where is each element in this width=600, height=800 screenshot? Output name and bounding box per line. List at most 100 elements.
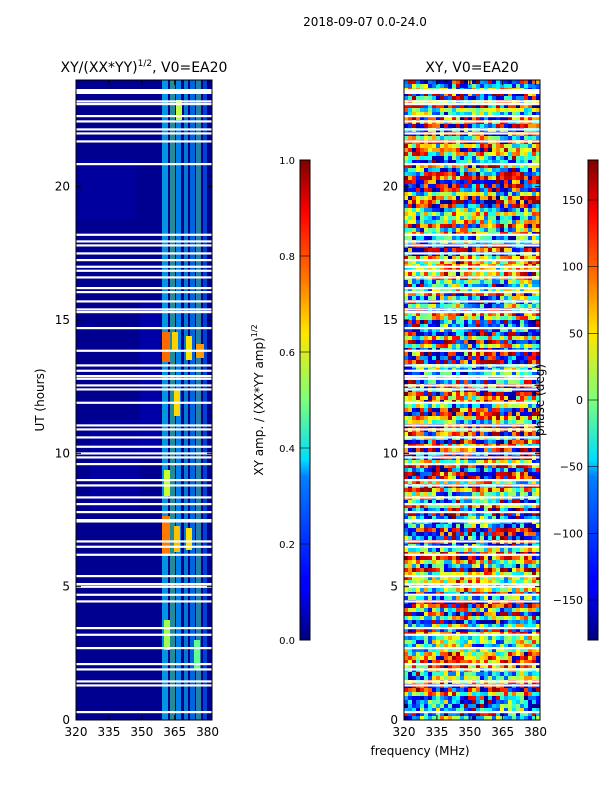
phase-cell (500, 624, 505, 629)
phase-cell (504, 472, 509, 477)
phase-cell (536, 572, 541, 577)
phase-cell (500, 556, 505, 561)
phase-cell (444, 472, 449, 477)
phase-cell (476, 192, 481, 197)
phase-cell (476, 568, 481, 573)
phase-cell (516, 472, 521, 477)
phase-cell (496, 108, 501, 113)
phase-cell (528, 192, 533, 197)
phase-cell (480, 372, 485, 377)
phase-cell (440, 488, 445, 493)
phase-cell (472, 204, 477, 209)
phase-cell (528, 468, 533, 473)
phase-cell (408, 192, 413, 197)
phase-cell (408, 96, 413, 101)
phase-cell (480, 488, 485, 493)
phase-cell (440, 468, 445, 473)
phase-cell (464, 228, 469, 233)
flag-gap (76, 424, 212, 427)
phase-cell (468, 212, 473, 217)
phase-cell (484, 396, 489, 401)
phase-cell (536, 624, 541, 629)
phase-cell (524, 340, 529, 345)
phase-cell (440, 604, 445, 609)
phase-cell (456, 188, 461, 193)
phase-cell (420, 104, 425, 109)
phase-cell (536, 392, 541, 397)
phase-cell (480, 324, 485, 329)
phase-cell (456, 640, 461, 645)
phase-cell (464, 356, 469, 361)
phase-cell (500, 532, 505, 537)
phase-cell (428, 536, 433, 541)
phase-cell (444, 568, 449, 573)
phase-cell (432, 108, 437, 113)
phase-cell (524, 516, 529, 521)
phase-cell (508, 576, 513, 581)
phase-cell (460, 108, 465, 113)
phase-cell (420, 420, 425, 425)
phase-cell (424, 332, 429, 337)
phase-cell (480, 104, 485, 109)
phase-cell (420, 316, 425, 321)
phase-cell (452, 560, 457, 565)
phase-cell (456, 92, 461, 97)
phase-cell (424, 164, 429, 169)
phase-cell (492, 524, 497, 529)
phase-cell (524, 492, 529, 497)
phase-cell (512, 144, 517, 149)
phase-cell (448, 560, 453, 565)
phase-cell (504, 136, 509, 141)
phase-cell (408, 460, 413, 465)
phase-cell (424, 464, 429, 469)
phase-cell (416, 648, 421, 653)
phase-cell (412, 216, 417, 221)
phase-cell (504, 640, 509, 645)
phase-cell (432, 460, 437, 465)
phase-cell (412, 272, 417, 277)
phase-cell (420, 372, 425, 377)
phase-cell (480, 564, 485, 569)
phase-cell (420, 492, 425, 497)
phase-cell (436, 352, 441, 357)
phase-cell (508, 212, 513, 217)
phase-cell (516, 200, 521, 205)
phase-cell (512, 332, 517, 337)
phase-cell (432, 124, 437, 129)
phase-cell (484, 380, 489, 385)
phase-cell (512, 312, 517, 317)
phase-cell (528, 208, 533, 213)
phase-cell (408, 500, 413, 505)
phase-cell (456, 172, 461, 177)
phase-cell (408, 104, 413, 109)
phase-cell (432, 380, 437, 385)
phase-cell (412, 96, 417, 101)
phase-cell (436, 588, 441, 593)
phase-cell (452, 620, 457, 625)
phase-cell (408, 284, 413, 289)
phase-cell (416, 536, 421, 541)
phase-cell (476, 172, 481, 177)
phase-cell (504, 432, 509, 437)
phase-cell (460, 628, 465, 633)
phase-cell (436, 312, 441, 317)
phase-cell (420, 296, 425, 301)
flag-gap (76, 240, 212, 243)
phase-cell (460, 248, 465, 253)
phase-cell (460, 292, 465, 297)
phase-cell (440, 332, 445, 337)
phase-cell (440, 184, 445, 189)
phase-cell (448, 352, 453, 357)
phase-cell (536, 288, 541, 293)
phase-cell (460, 328, 465, 333)
phase-cell (516, 184, 521, 189)
phase-cell (468, 460, 473, 465)
phase-cell (524, 468, 529, 473)
phase-cell (488, 148, 493, 153)
phase-cell (472, 548, 477, 553)
phase-cell (468, 588, 473, 593)
phase-cell (408, 508, 413, 513)
phase-cell (448, 556, 453, 561)
